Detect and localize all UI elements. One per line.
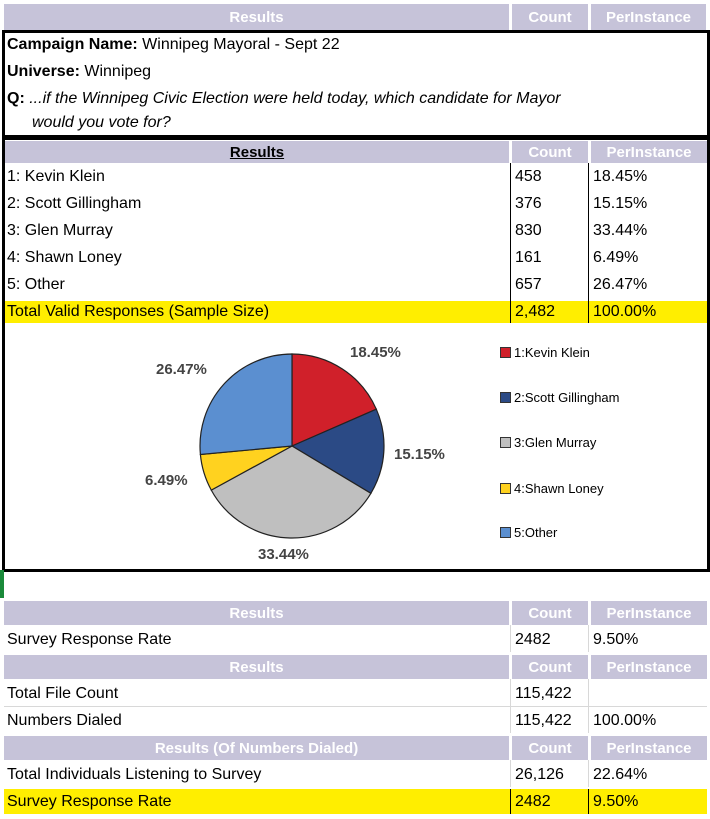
pie-label-kevin-klein: 18.45% bbox=[350, 344, 401, 361]
rate-divider-2 bbox=[588, 625, 589, 652]
dialed-label: Numbers Dialed bbox=[7, 711, 122, 731]
rate-header-count: Count bbox=[512, 601, 588, 625]
listening-per: 22.64% bbox=[593, 765, 647, 785]
legend-label: 4:Shawn Loney bbox=[514, 481, 604, 496]
final-rate-count: 2482 bbox=[515, 792, 551, 812]
dialed-header-count: Count bbox=[512, 736, 588, 760]
row-marker bbox=[0, 570, 4, 598]
legend-swatch bbox=[500, 437, 511, 448]
pie-label-other: 26.47% bbox=[156, 361, 207, 378]
pie-label-scott-gillingham: 15.15% bbox=[394, 446, 445, 463]
dialed-count: 115,422 bbox=[515, 711, 572, 731]
dialed-divider-1 bbox=[510, 760, 511, 787]
final-rate-label: Survey Response Rate bbox=[7, 792, 172, 812]
listening-count: 26,126 bbox=[515, 765, 564, 785]
file-header-count: Count bbox=[512, 655, 588, 679]
legend-label: 5:Other bbox=[514, 525, 557, 540]
pie-label-shawn-loney: 6.49% bbox=[145, 472, 188, 489]
file-header-results: Results bbox=[4, 655, 509, 679]
dialed-divider-2 bbox=[588, 760, 589, 787]
legend-item-scott-gillingham: 2:Scott Gillingham bbox=[500, 390, 620, 405]
legend-item-kevin-klein: 1:Kevin Klein bbox=[500, 345, 590, 360]
pie-slice-5 bbox=[200, 354, 292, 454]
final-divider-2 bbox=[588, 789, 589, 814]
pie-label-glen-murray: 33.44% bbox=[258, 546, 309, 563]
listening-label: Total Individuals Listening to Survey bbox=[7, 765, 261, 785]
dialed-per: 100.00% bbox=[593, 711, 656, 731]
legend-item-shawn-loney: 4:Shawn Loney bbox=[500, 481, 604, 496]
rate-count: 2482 bbox=[515, 630, 551, 650]
rate-header-per: PerInstance bbox=[591, 601, 707, 625]
file-total-count: 115,422 bbox=[515, 684, 572, 704]
legend-item-other: 5:Other bbox=[500, 525, 557, 540]
legend-label: 3:Glen Murray bbox=[514, 435, 596, 450]
file-row-divider bbox=[4, 706, 707, 707]
rate-per: 9.50% bbox=[593, 630, 638, 650]
legend-item-glen-murray: 3:Glen Murray bbox=[500, 435, 596, 450]
rate-label: Survey Response Rate bbox=[7, 630, 172, 650]
legend-swatch bbox=[500, 483, 511, 494]
legend-label: 1:Kevin Klein bbox=[514, 345, 590, 360]
legend-swatch bbox=[500, 527, 511, 538]
file-total-label: Total File Count bbox=[7, 684, 118, 704]
dialed-header-results: Results (Of Numbers Dialed) bbox=[4, 736, 509, 760]
final-divider-1 bbox=[510, 789, 511, 814]
legend-swatch bbox=[500, 347, 511, 358]
final-rate-per: 9.50% bbox=[593, 792, 638, 812]
rate-divider-1 bbox=[510, 625, 511, 652]
dialed-header-per: PerInstance bbox=[591, 736, 707, 760]
legend-label: 2:Scott Gillingham bbox=[514, 390, 620, 405]
rate-header-results: Results bbox=[4, 601, 509, 625]
legend-swatch bbox=[500, 392, 511, 403]
file-header-per: PerInstance bbox=[591, 655, 707, 679]
